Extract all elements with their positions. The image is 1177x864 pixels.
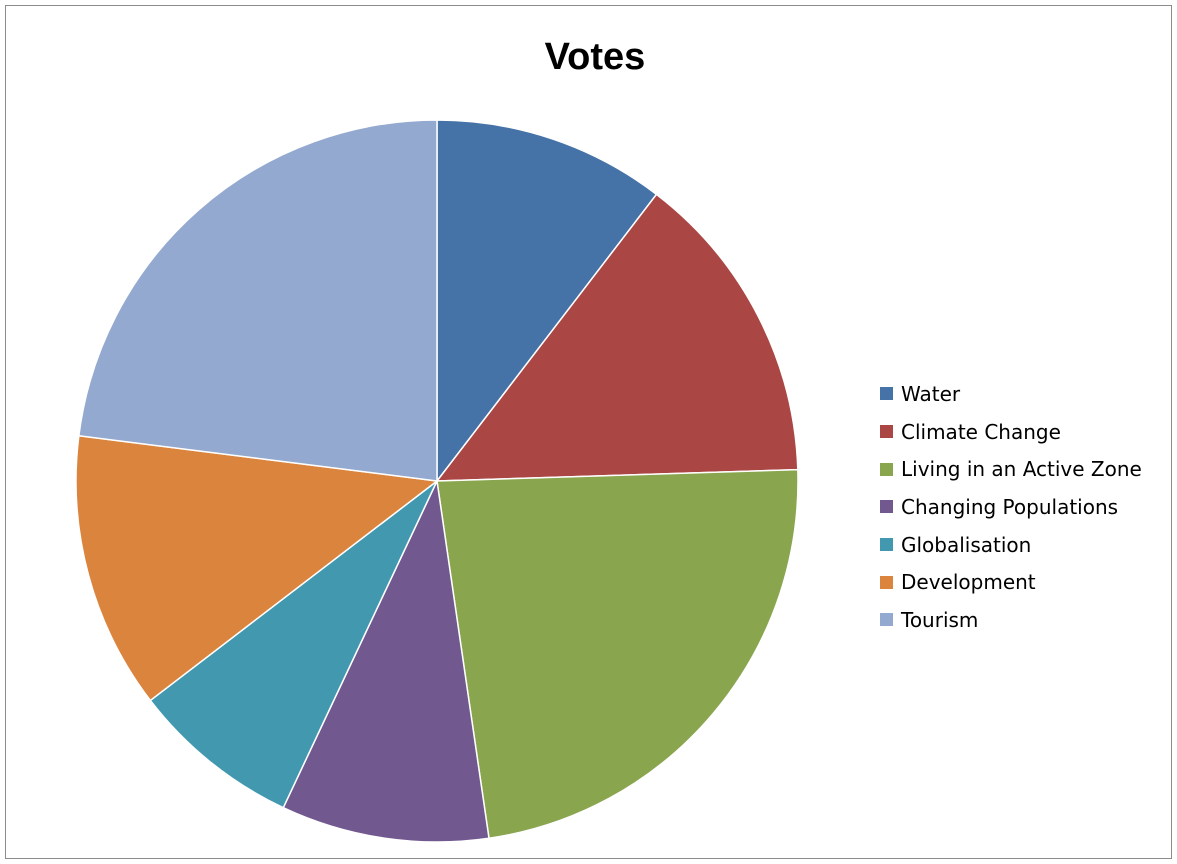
legend-label: Water <box>901 381 961 406</box>
legend-item: Tourism <box>880 601 1142 639</box>
legend-item: Changing Populations <box>880 488 1142 526</box>
pie-slice-water <box>436 119 658 484</box>
legend-item: Globalisation <box>880 526 1142 564</box>
legend-item: Climate Change <box>880 413 1142 451</box>
pie-slice-living-in-an-active-zone <box>436 468 799 840</box>
legend-swatch <box>880 613 893 627</box>
pie-slice-changing-populations <box>282 478 490 843</box>
legend-label: Development <box>901 570 1036 595</box>
chart-title: Votes <box>544 36 646 78</box>
legend: Water Climate Change Living in an Active Z… <box>880 375 1142 639</box>
legend-label: Globalisation <box>901 532 1032 557</box>
legend-label: Changing Populations <box>901 494 1119 519</box>
legend-item: Living in an Active Zone <box>880 450 1142 488</box>
legend-item: Development <box>880 563 1142 601</box>
legend-swatch <box>880 387 893 401</box>
legend-label: Living in an Active Zone <box>901 457 1142 482</box>
pie-slice-climate-change <box>435 193 799 482</box>
legend-swatch <box>880 462 893 476</box>
legend-label: Climate Change <box>901 419 1061 444</box>
legend-swatch <box>880 538 893 552</box>
legend-swatch <box>880 425 893 439</box>
legend-label: Tourism <box>901 607 979 632</box>
legend-swatch <box>880 500 893 514</box>
pie-slice-tourism <box>78 119 438 482</box>
legend-item: Water <box>880 375 1142 413</box>
pie-slice-development <box>75 434 439 702</box>
legend-swatch <box>880 575 893 589</box>
pie-slice-globalisation <box>149 480 438 809</box>
